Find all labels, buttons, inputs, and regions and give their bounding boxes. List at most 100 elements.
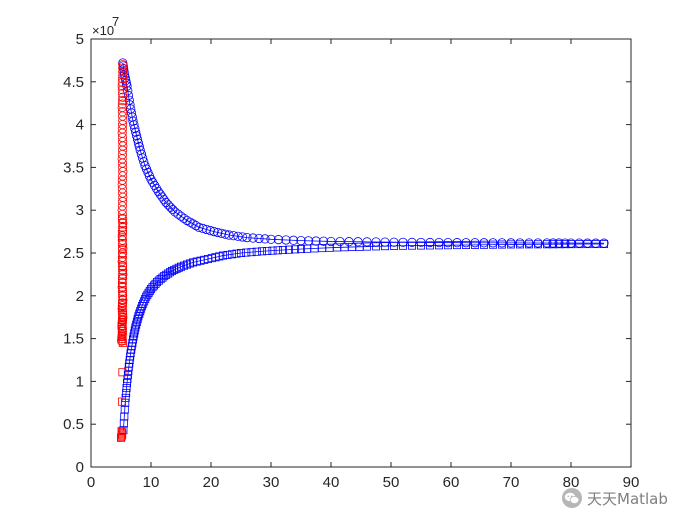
data-point [179,261,188,270]
data-point [353,237,363,247]
data-point [549,240,558,249]
data-point [461,238,471,248]
data-point [174,263,183,272]
data-point [173,209,183,219]
data-point [273,246,282,255]
axes-background [91,39,631,467]
data-point [296,245,305,254]
data-point [548,238,558,248]
data-point [555,240,564,249]
data-point [268,246,277,255]
data-point [118,60,128,70]
data-point [118,92,128,102]
data-point [371,242,380,251]
x-tick-label: 0 [87,474,95,491]
data-point [118,287,127,296]
data-point [118,223,127,232]
y-tick-label: 3 [76,202,84,219]
data-point [488,238,498,248]
data-point [398,241,407,250]
data-point [583,240,592,249]
data-point [533,238,543,248]
data-point [263,246,272,255]
data-point [129,120,139,130]
data-point [132,134,143,144]
data-point [213,227,223,238]
data-point [242,232,252,243]
data-point [182,215,192,226]
data-point [362,242,371,251]
data-point [389,241,398,250]
data-point [118,283,127,292]
data-point [191,221,201,231]
y-tick-label: 1 [76,373,84,390]
data-point [248,233,258,243]
data-point [122,81,132,91]
watermark: 天天Matlab [562,488,668,508]
y-tick-label: 0 [76,459,84,476]
data-point [407,241,416,250]
data-point [201,224,212,235]
data-point [198,223,208,233]
data-point [479,240,488,249]
data-point [479,238,489,248]
data-point [132,317,141,326]
data-point [543,240,552,249]
data-point [168,204,178,215]
data-point [318,236,329,246]
data-point [425,241,434,250]
data-point [188,219,198,229]
data-point [506,240,515,249]
y-tick-label: 3.5 [63,159,84,176]
data-point [118,291,127,300]
data-point [488,240,497,249]
data-point [123,379,132,388]
x-tick-label: 20 [203,474,220,491]
data-point [434,241,443,250]
data-point [470,238,480,248]
data-point [560,238,570,248]
data-point [443,241,452,250]
data-point [118,278,127,287]
y-tick-label: 4 [76,117,84,134]
data-point [567,240,576,249]
data-point [443,237,453,248]
data-point [257,247,266,256]
data-point [118,274,127,283]
data-point [407,237,417,247]
data-point [124,95,134,105]
data-point [218,251,227,260]
data-point [284,245,293,254]
data-point [118,250,127,259]
data-point [118,239,127,248]
data-point [525,240,534,249]
data-point [278,246,287,255]
data-point [185,217,195,227]
data-point [117,77,128,87]
data-point [118,270,127,279]
x-tick-label: 30 [263,474,280,491]
y-axis-ticks: 0 0.5 1 1.5 2 2.5 3 3.5 4 4.5 5 [63,31,631,476]
data-point [290,245,299,254]
data-point [176,211,186,221]
data-point [118,296,127,305]
data-point [591,240,600,249]
data-point [260,234,270,244]
data-point [227,250,236,259]
data-point [461,240,470,249]
data-point [296,235,306,246]
data-point [506,238,516,248]
y-tick-label: 0.5 [63,416,84,433]
plot-area: 0 10 20 30 40 50 60 70 80 90 0 0.5 1 1.5 2 2.5 3 3.5 4 4.5… [63,14,639,491]
data-point [416,237,426,248]
data-point [223,250,232,259]
x-tick-label: 50 [383,474,400,491]
data-point [133,315,142,324]
data-point [389,237,399,247]
data-point [117,85,128,95]
data-point [128,116,138,126]
data-point [118,300,127,309]
x-axis-ticks: 0 10 20 30 40 50 60 70 80 90 [87,39,639,491]
data-point [135,309,144,318]
